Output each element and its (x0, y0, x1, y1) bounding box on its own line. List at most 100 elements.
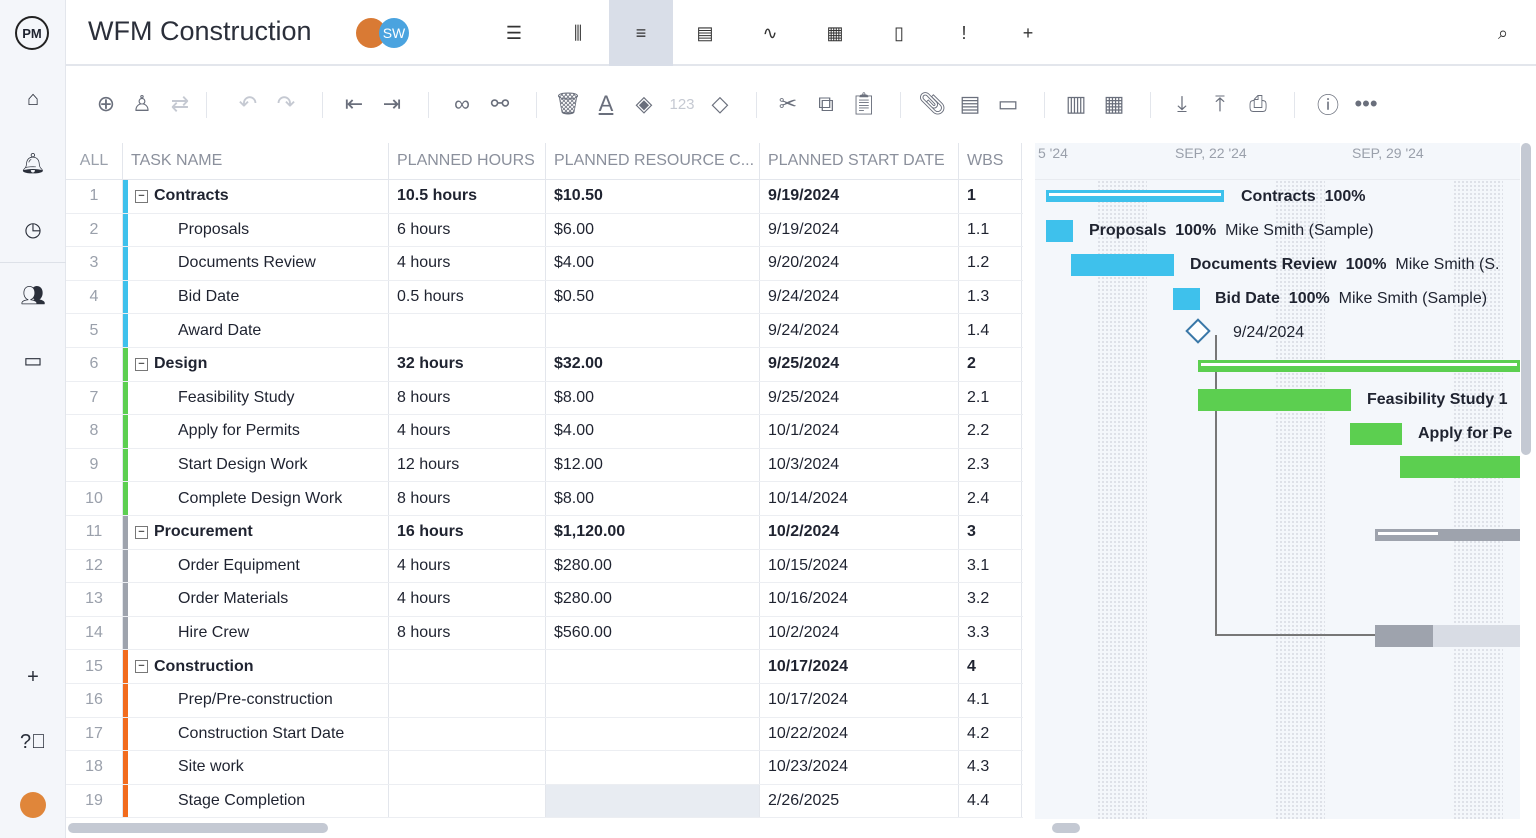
import-icon[interactable]: ⤓ (1177, 91, 1187, 116)
planned-start-cell[interactable]: 9/24/2024 (760, 314, 959, 347)
planned-hours-cell[interactable] (389, 751, 546, 784)
wbs-cell[interactable]: 2.4 (959, 482, 1022, 515)
table-row[interactable]: 6 − Design 32 hours $32.00 9/25/2024 2 (66, 347, 1023, 382)
wbs-cell[interactable]: 1.2 (959, 247, 1022, 280)
wbs-cell[interactable]: 1 (959, 180, 1022, 213)
planned-cost-cell[interactable]: $0.50 (546, 280, 760, 314)
task-name-cell[interactable]: Stage Completion (123, 784, 389, 818)
wbs-cell[interactable]: 4.1 (959, 683, 1022, 717)
redo-icon[interactable]: ↷ (276, 91, 296, 116)
comment-icon[interactable]: ▭ (997, 91, 1019, 116)
wbs-cell[interactable]: 2 (959, 347, 1022, 381)
task-name[interactable]: Feasibility Study (178, 388, 295, 406)
task-name-cell[interactable]: Complete Design Work (123, 482, 389, 515)
milestone-icon[interactable]: ◇ (711, 91, 729, 116)
table-row[interactable]: 16 Prep/Pre-construction 10/17/2024 4.1 (66, 683, 1023, 718)
task-name-cell[interactable]: Order Materials (123, 583, 389, 616)
task-name-cell[interactable]: Award Date (123, 314, 389, 347)
planned-cost-cell[interactable]: $12.00 (546, 448, 760, 482)
add-task-icon[interactable]: ⊕ (96, 91, 116, 116)
planned-cost-cell[interactable]: $8.00 (546, 381, 760, 415)
task-name-cell[interactable]: Site work (123, 751, 389, 784)
home-icon[interactable]: ⌂ (26, 87, 40, 110)
task-name-cell[interactable]: − Construction (123, 650, 389, 683)
table-row[interactable]: 1 − Contracts 10.5 hours $10.50 9/19/2024… (66, 180, 1023, 214)
planned-start-cell[interactable]: 9/19/2024 (760, 180, 959, 213)
gantt-summary-bar-design[interactable] (1198, 360, 1520, 372)
wbs-cell[interactable]: 4 (959, 650, 1022, 683)
assign-user-icon[interactable]: ♙ (132, 91, 152, 116)
wbs-cell[interactable]: 1.1 (959, 213, 1022, 247)
planned-cost-cell[interactable]: $8.00 (546, 482, 760, 515)
number-format-icon[interactable]: 123 (669, 95, 695, 113)
wbs-cell[interactable]: 3.3 (959, 616, 1022, 650)
table-row[interactable]: 11 − Procurement 16 hours $1,120.00 10/2/… (66, 515, 1023, 550)
gantt-bar-hire-crew[interactable] (1375, 625, 1433, 647)
col-task-name[interactable]: TASK NAME (123, 143, 389, 179)
planned-hours-cell[interactable]: 6 hours (389, 213, 546, 247)
collapse-toggle-icon[interactable]: − (135, 189, 148, 203)
cut-icon[interactable]: ✂ (778, 91, 798, 116)
table-row[interactable]: 9 Start Design Work 12 hours $12.00 10/3… (66, 448, 1023, 483)
view-gantt-icon[interactable]: ≡ (609, 0, 673, 66)
collapse-toggle-icon[interactable]: − (135, 525, 148, 539)
gantt-bar-documents-review[interactable] (1071, 254, 1174, 276)
view-sheet-icon[interactable]: ▤ (673, 0, 737, 66)
gantt-bar-hire-crew-remaining[interactable] (1433, 625, 1520, 647)
planned-start-cell[interactable]: 9/24/2024 (760, 280, 959, 314)
wbs-cell[interactable]: 3.1 (959, 549, 1022, 583)
planned-hours-cell[interactable] (389, 314, 546, 347)
task-name[interactable]: Order Equipment (178, 556, 300, 574)
info-icon[interactable]: ⓘ (1316, 93, 1339, 118)
briefcase-icon[interactable]: ▭ (23, 349, 43, 372)
paste-icon[interactable]: 📋︎ (850, 91, 878, 116)
task-name-cell[interactable]: − Contracts (123, 180, 389, 213)
wbs-cell[interactable]: 3.2 (959, 583, 1022, 616)
planned-hours-cell[interactable]: 4 hours (389, 415, 546, 448)
planned-hours-cell[interactable]: 8 hours (389, 616, 546, 650)
task-name[interactable]: Stage Completion (178, 791, 306, 809)
planned-start-cell[interactable]: 10/17/2024 (760, 683, 959, 717)
task-name-cell[interactable]: Prep/Pre-construction (123, 683, 389, 717)
task-name[interactable]: Design (154, 355, 208, 373)
milestone-award-date[interactable] (1185, 318, 1211, 344)
planned-cost-cell[interactable]: $6.00 (546, 213, 760, 247)
task-name-cell[interactable]: Hire Crew (123, 616, 389, 650)
view-add-view-icon[interactable]: + (996, 0, 1060, 66)
col-planned-start-date[interactable]: PLANNED START DATE (760, 143, 959, 179)
planned-cost-cell[interactable] (546, 717, 760, 751)
task-name[interactable]: Proposals (178, 220, 250, 238)
notifications-icon[interactable]: 🔔︎ (20, 152, 46, 175)
table-row[interactable]: 4 Bid Date 0.5 hours $0.50 9/24/2024 1.3 (66, 280, 1023, 315)
help-icon[interactable]: ?⃝ (19, 730, 47, 753)
team-icon[interactable]: 👥︎ (20, 284, 46, 307)
gantt-bar-feasibility-study[interactable] (1198, 389, 1351, 411)
planned-hours-cell[interactable] (389, 683, 546, 717)
search-icon[interactable]: ⌕ (1497, 22, 1509, 43)
fill-color-icon[interactable]: ◈ (635, 91, 653, 116)
planned-cost-cell[interactable]: $4.00 (546, 247, 760, 280)
planned-start-cell[interactable]: 10/17/2024 (760, 650, 959, 683)
task-name-cell[interactable]: Documents Review (123, 247, 389, 280)
planned-start-cell[interactable]: 9/20/2024 (760, 247, 959, 280)
planned-cost-cell[interactable]: $10.50 (546, 180, 760, 213)
planned-hours-cell[interactable]: 32 hours (389, 347, 546, 381)
wbs-cell[interactable]: 4.4 (959, 784, 1022, 818)
col-wbs[interactable]: WBS (959, 143, 1022, 179)
wbs-cell[interactable]: 3 (959, 515, 1022, 549)
planned-hours-cell[interactable]: 4 hours (389, 549, 546, 583)
task-name[interactable]: Contracts (154, 187, 229, 205)
planned-cost-cell[interactable]: $1,120.00 (546, 515, 760, 549)
collapse-toggle-icon[interactable]: − (135, 357, 148, 371)
view-board-icon[interactable]: ⫼ (546, 0, 610, 66)
avatar-initials[interactable]: SW (379, 18, 409, 48)
task-name-cell[interactable]: Apply for Permits (123, 415, 389, 448)
gantt-bar-proposals[interactable] (1046, 220, 1073, 242)
table-row[interactable]: 18 Site work 10/23/2024 4.3 (66, 751, 1023, 785)
app-logo[interactable]: PM (15, 16, 49, 50)
col-planned-resource-cost[interactable]: PLANNED RESOURCE C... (546, 143, 760, 179)
planned-cost-cell[interactable]: $280.00 (546, 549, 760, 583)
table-row[interactable]: 14 Hire Crew 8 hours $560.00 10/2/2024 3… (66, 616, 1023, 651)
planned-cost-cell[interactable] (546, 650, 760, 683)
planned-start-cell[interactable]: 10/22/2024 (760, 717, 959, 751)
